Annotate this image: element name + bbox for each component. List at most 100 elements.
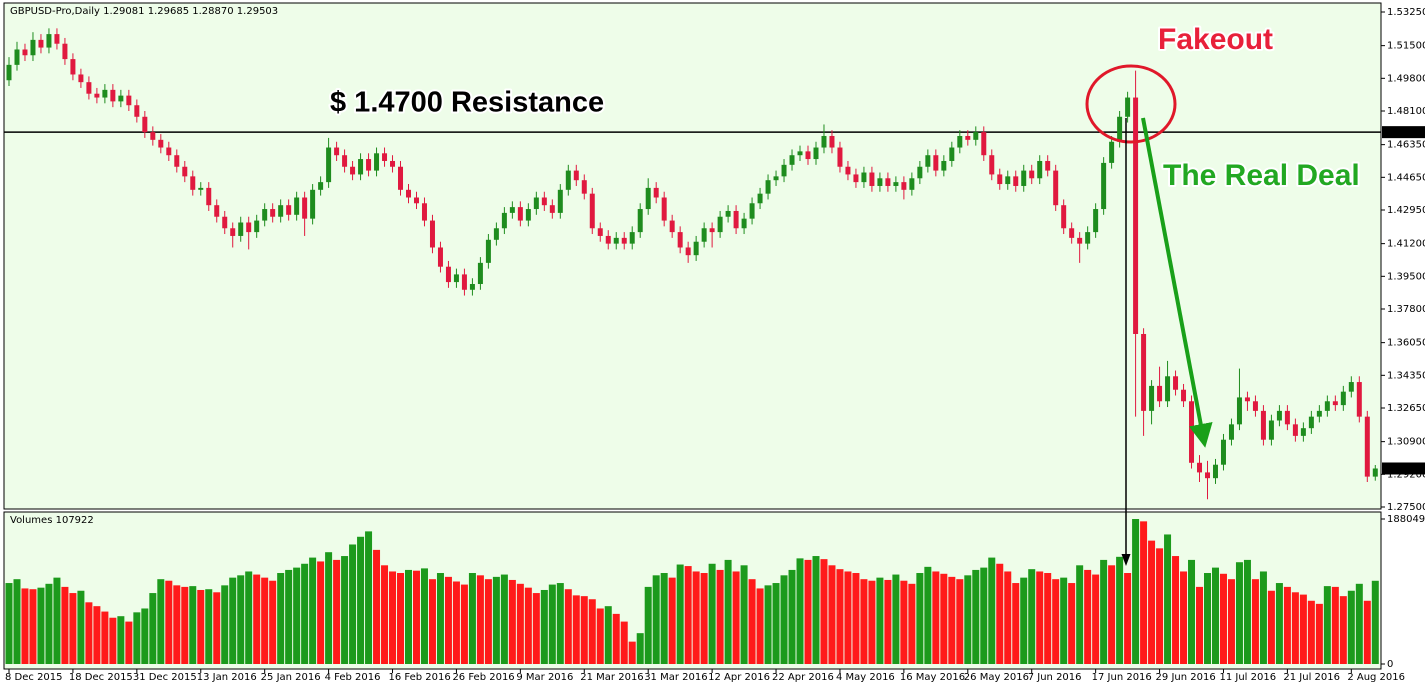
resistance-box [1382,126,1425,139]
candle-body [1157,385,1163,402]
volume-bar [301,563,309,664]
volume-bar [29,589,37,664]
volume-bar [1060,577,1068,664]
volume-header: Volumes 107922 [10,515,94,526]
symbol: GBPUSD-Pro,Daily [10,6,100,17]
candle-body [1356,382,1362,417]
volume-bar [325,552,333,664]
volume-bar [556,583,564,664]
candle-body [525,209,531,221]
candle-body [469,284,475,290]
candle-body [1093,209,1099,233]
volume-bar [1132,519,1140,664]
volume-bar [484,579,492,664]
volume-bar [1004,571,1012,664]
volume-bar [780,575,788,664]
volume-bar [1044,573,1052,664]
volume-bar [500,574,508,664]
y-tick-label: 1.49800 [1387,73,1425,84]
candle-body [437,247,443,267]
x-tick-label: 31 Dec 2015 [133,672,197,683]
y2-tick-label: 0 [1387,659,1393,670]
volume-bar [676,564,684,664]
volume-bar [700,573,708,664]
volume-bar [1076,565,1084,664]
volume-bar [125,621,133,664]
volume-bar [21,588,29,664]
volume-bar [1092,574,1100,664]
candle-body [350,166,356,175]
candle-body [126,95,132,106]
candle-body [182,166,188,177]
candle-body [174,155,180,167]
volume-bar [261,577,269,664]
candle-body [1197,462,1203,473]
x-tick-label: 31 Mar 2016 [644,672,707,683]
candle-body [102,89,108,98]
candle-body [1364,416,1370,477]
candle-body [54,34,60,44]
candle-body [70,59,76,75]
candle-body [501,212,507,229]
volume-bar [964,575,972,664]
volume-bar [540,589,548,664]
y-tick-label: 1.48100 [1387,106,1425,117]
volume-bar [93,606,101,664]
volume-bar [1028,569,1036,664]
candle-body [1101,162,1107,210]
candle-body [461,274,467,290]
volume-bar [588,599,596,664]
candle-body [1189,401,1195,463]
candle-body [142,116,148,133]
volume-bar [412,570,420,664]
volume-bar [1116,556,1124,664]
volume-bar [205,589,213,664]
volume-bar [684,566,692,664]
candle-body [1348,382,1354,392]
volume-bar [1355,583,1363,664]
volume-bar [764,585,772,664]
candle-body [557,189,563,213]
volume-bar [357,536,365,664]
volume-bar [1108,565,1116,664]
volume-bar [173,585,181,664]
x-tick-label: 4 May 2016 [836,672,895,683]
candle-body [310,189,316,219]
candle-body [1165,376,1171,402]
x-tick-label: 4 Feb 2016 [325,672,381,683]
candle-body [294,197,300,215]
y2-tick-label: 188049 [1387,514,1425,525]
volume-bar [1275,583,1283,664]
volume-bar [1371,580,1379,664]
volume-bar [1156,548,1164,664]
volume-bar [77,590,85,664]
volume-bar [333,559,341,664]
volume-bar [804,559,812,664]
candle-body [669,220,675,233]
real-deal-annotation: The Real Deal [1163,159,1360,192]
volume-bar [1267,590,1275,664]
volume-bar [381,565,389,664]
y-tick-label: 1.34350 [1387,370,1425,381]
candle-body [1125,97,1131,117]
volume-bar [572,595,580,664]
x-tick-label: 13 Jan 2016 [197,672,257,683]
candle-body [1260,410,1266,440]
y-tick-label: 1.27500 [1387,502,1425,513]
candle-body [493,228,499,240]
candle-body [358,159,364,175]
volume-bar [229,577,237,664]
candle-body [326,147,332,183]
volume-bar [1012,583,1020,664]
x-tick-label: 29 Jun 2016 [1156,672,1216,683]
volume-bar [836,569,844,664]
candle-body [1053,170,1059,206]
candle-body [997,174,1003,185]
candle-body [781,164,787,177]
candle-body [485,239,491,263]
volume-bar [1148,540,1156,664]
candle-body [134,105,140,117]
candle-body [957,135,963,148]
candle-body [110,89,116,102]
